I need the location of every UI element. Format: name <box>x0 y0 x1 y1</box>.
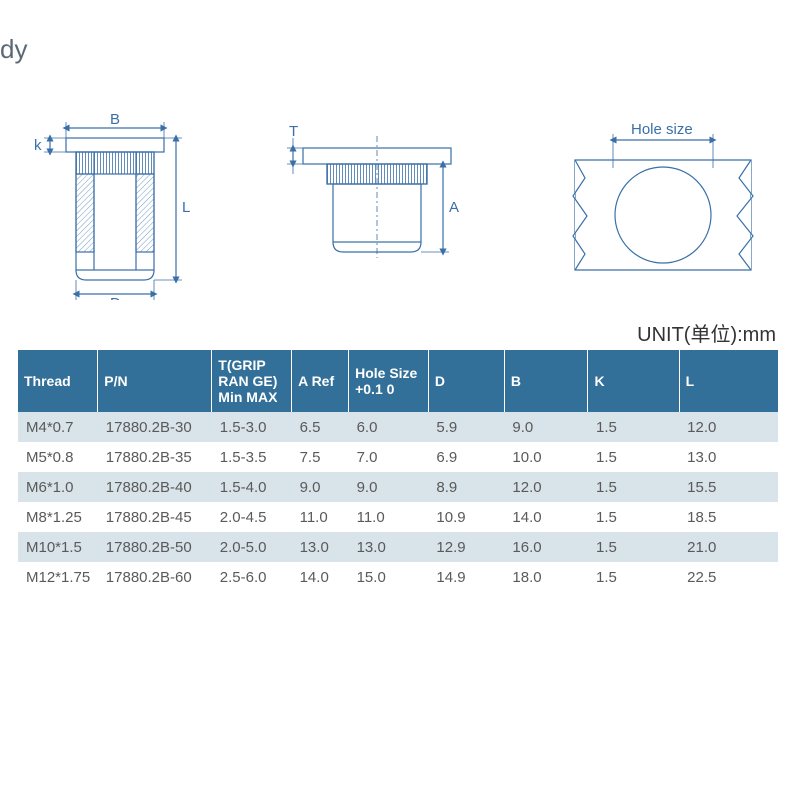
cell-d: 12.9 <box>428 532 504 562</box>
cell-hole: 6.0 <box>349 412 429 442</box>
col-t: T(GRIP RAN GE) Min MAX <box>212 350 292 412</box>
cell-hole: 7.0 <box>349 442 429 472</box>
cell-hole: 13.0 <box>349 532 429 562</box>
cell-thread: M12*1.75 <box>18 562 98 592</box>
diagram-svg: B k L D <box>18 100 778 300</box>
cell-l: 21.0 <box>679 532 778 562</box>
cell-b: 14.0 <box>504 502 588 532</box>
cell-l: 15.5 <box>679 472 778 502</box>
cell-pn: 17880.2B-45 <box>98 502 212 532</box>
table-row: M5*0.817880.2B-351.5-3.57.57.06.910.01.5… <box>18 442 778 472</box>
dim-label-t: T <box>289 123 298 140</box>
table-row: M12*1.7517880.2B-602.5-6.014.015.014.918… <box>18 562 778 592</box>
cell-a: 11.0 <box>292 502 349 532</box>
table-row: M6*1.017880.2B-401.5-4.09.09.08.912.01.5… <box>18 472 778 502</box>
cell-k: 1.5 <box>588 412 679 442</box>
cell-a: 14.0 <box>292 562 349 592</box>
cell-l: 18.5 <box>679 502 778 532</box>
cell-l: 13.0 <box>679 442 778 472</box>
cell-b: 10.0 <box>504 442 588 472</box>
cell-k: 1.5 <box>588 472 679 502</box>
cell-hole: 9.0 <box>349 472 429 502</box>
cell-a: 9.0 <box>292 472 349 502</box>
cell-a: 13.0 <box>292 532 349 562</box>
table-row: M8*1.2517880.2B-452.0-4.511.011.010.914.… <box>18 502 778 532</box>
cell-d: 8.9 <box>428 472 504 502</box>
cell-t: 2.5-6.0 <box>212 562 292 592</box>
col-hole: Hole Size +0.1 0 <box>349 350 429 412</box>
cell-thread: M8*1.25 <box>18 502 98 532</box>
cell-d: 6.9 <box>428 442 504 472</box>
dim-label-a: A <box>449 199 459 216</box>
col-k: K <box>588 350 679 412</box>
col-a: A Ref <box>292 350 349 412</box>
cell-pn: 17880.2B-60 <box>98 562 212 592</box>
cell-t: 2.0-4.5 <box>212 502 292 532</box>
dim-label-k: k <box>34 137 42 154</box>
technical-diagrams: B k L D <box>18 100 778 295</box>
unit-label: UNIT(单位):mm <box>637 318 776 347</box>
dim-label-b: B <box>110 111 120 128</box>
cell-pn: 17880.2B-50 <box>98 532 212 562</box>
cell-d: 14.9 <box>428 562 504 592</box>
cell-a: 7.5 <box>292 442 349 472</box>
cell-k: 1.5 <box>588 502 679 532</box>
col-l: L <box>679 350 778 412</box>
cell-d: 10.9 <box>428 502 504 532</box>
col-b: B <box>504 350 588 412</box>
cell-d: 5.9 <box>428 412 504 442</box>
cell-t: 1.5-3.0 <box>212 412 292 442</box>
spec-table: Thread P/N T(GRIP RAN GE) Min MAX A Ref … <box>18 350 778 592</box>
cell-thread: M10*1.5 <box>18 532 98 562</box>
spec-table-element: Thread P/N T(GRIP RAN GE) Min MAX A Ref … <box>18 350 778 592</box>
cell-k: 1.5 <box>588 442 679 472</box>
cell-hole: 15.0 <box>349 562 429 592</box>
cell-b: 9.0 <box>504 412 588 442</box>
cell-t: 1.5-4.0 <box>212 472 292 502</box>
cell-l: 22.5 <box>679 562 778 592</box>
cell-k: 1.5 <box>588 532 679 562</box>
cell-b: 16.0 <box>504 532 588 562</box>
table-row: M4*0.717880.2B-301.5-3.06.56.05.99.01.51… <box>18 412 778 442</box>
cell-pn: 17880.2B-40 <box>98 472 212 502</box>
dim-label-holesize: Hole size <box>631 121 693 138</box>
cell-b: 18.0 <box>504 562 588 592</box>
title-fragment: dy <box>0 34 27 65</box>
col-pn: P/N <box>98 350 212 412</box>
table-header-row: Thread P/N T(GRIP RAN GE) Min MAX A Ref … <box>18 350 778 412</box>
dim-label-d: D <box>110 295 121 300</box>
col-thread: Thread <box>18 350 98 412</box>
cell-thread: M5*0.8 <box>18 442 98 472</box>
col-d: D <box>428 350 504 412</box>
cell-thread: M6*1.0 <box>18 472 98 502</box>
cell-l: 12.0 <box>679 412 778 442</box>
cell-pn: 17880.2B-35 <box>98 442 212 472</box>
cell-t: 1.5-3.5 <box>212 442 292 472</box>
cell-pn: 17880.2B-30 <box>98 412 212 442</box>
cell-t: 2.0-5.0 <box>212 532 292 562</box>
cell-hole: 11.0 <box>349 502 429 532</box>
dim-label-l: L <box>182 199 190 216</box>
cell-k: 1.5 <box>588 562 679 592</box>
cell-a: 6.5 <box>292 412 349 442</box>
cell-b: 12.0 <box>504 472 588 502</box>
table-row: M10*1.517880.2B-502.0-5.013.013.012.916.… <box>18 532 778 562</box>
cell-thread: M4*0.7 <box>18 412 98 442</box>
